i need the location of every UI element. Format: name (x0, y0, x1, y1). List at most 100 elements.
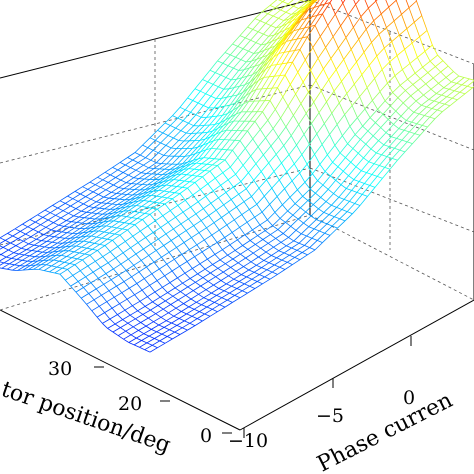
mesh-line (208, 299, 215, 303)
mesh-line (195, 213, 202, 221)
mesh-line (307, 192, 316, 201)
mesh-line (322, 175, 331, 186)
mesh-line (405, 84, 414, 91)
mesh-line (353, 179, 360, 182)
mesh-line (306, 164, 313, 174)
mesh-line (399, 78, 408, 86)
mesh-line (313, 90, 322, 103)
mesh-line (289, 84, 296, 95)
mesh-line (212, 122, 221, 132)
mesh-line (295, 93, 302, 104)
mesh-line (419, 30, 428, 38)
mesh-line (202, 277, 209, 282)
mesh-line (207, 134, 217, 144)
mesh-line (202, 272, 211, 278)
mesh-line (152, 142, 161, 151)
mesh-line (198, 289, 207, 295)
mesh-line (85, 230, 94, 237)
mesh-line (229, 288, 238, 294)
mesh-line (65, 198, 74, 204)
mesh-line (436, 103, 445, 111)
mesh-line (229, 94, 238, 106)
mesh-line (307, 249, 316, 256)
mesh-line (317, 171, 326, 181)
mesh-line (162, 132, 169, 136)
mesh-line (197, 102, 204, 106)
mesh-line (121, 210, 130, 217)
mesh-line (247, 130, 254, 140)
mesh-line (256, 195, 265, 205)
mesh-line (433, 94, 442, 102)
mesh-line (323, 212, 330, 215)
mesh-line (91, 244, 100, 250)
mesh-line (122, 167, 131, 173)
mesh-line (148, 195, 157, 202)
mesh-line (304, 173, 313, 183)
mesh-line (76, 240, 85, 247)
mesh-line (266, 34, 275, 45)
mesh-line (283, 247, 292, 254)
mesh-line (360, 130, 369, 140)
mesh-line (155, 215, 164, 222)
mesh-line (221, 217, 228, 226)
mesh-line (117, 169, 124, 173)
mesh-line (311, 112, 320, 124)
mesh-line (328, 214, 335, 218)
mesh-line (271, 64, 277, 66)
mesh-line (91, 305, 100, 312)
mesh-line (46, 259, 55, 266)
mesh-line (154, 291, 161, 298)
mesh-line (129, 218, 138, 225)
mesh-line (256, 264, 262, 268)
mesh-line (177, 156, 186, 165)
y-axis-ticks (94, 366, 232, 434)
mesh-line (128, 287, 135, 295)
mesh-line (105, 273, 112, 280)
mesh-line (449, 99, 458, 107)
mesh-line (202, 79, 208, 83)
mesh-line (294, 37, 303, 51)
mesh-line (343, 199, 350, 202)
mesh-line (258, 43, 267, 53)
mesh-line (245, 53, 254, 63)
mesh-line (245, 29, 254, 39)
mesh-line (275, 45, 282, 51)
mesh-line (171, 147, 177, 149)
mesh-line (197, 201, 204, 209)
mesh-line (427, 72, 434, 79)
mesh-line (251, 100, 260, 113)
mesh-line (97, 250, 104, 257)
mesh-line (164, 115, 173, 124)
mesh-line (209, 124, 215, 126)
mesh-line (294, 252, 303, 258)
mesh-line (192, 194, 199, 203)
mesh-line (225, 186, 234, 193)
mesh-line (193, 304, 202, 310)
mesh-line (200, 285, 207, 291)
mesh-line (239, 221, 248, 228)
mesh-line (454, 90, 460, 93)
mesh-line (228, 275, 235, 280)
mesh-line (419, 36, 426, 52)
mesh-line (291, 29, 300, 41)
mesh-line (15, 240, 24, 246)
mesh-line (374, 178, 383, 188)
mesh-line (329, 134, 336, 146)
mesh-line (451, 81, 457, 84)
mesh-line (275, 145, 285, 155)
mesh-line (122, 319, 129, 324)
mesh-line (156, 168, 165, 175)
mesh-line (67, 232, 73, 234)
mesh-line (374, 78, 381, 92)
mesh-line (185, 225, 194, 231)
mesh-line (89, 250, 98, 256)
mesh-line (215, 172, 224, 179)
mesh-line (224, 237, 231, 246)
mesh-line (6, 264, 15, 270)
mesh-line (40, 259, 49, 266)
mesh-line (371, 174, 378, 177)
mesh-line (284, 188, 291, 198)
mesh-line (358, 172, 367, 182)
mesh-line (388, 0, 397, 8)
mesh-line (331, 218, 340, 227)
